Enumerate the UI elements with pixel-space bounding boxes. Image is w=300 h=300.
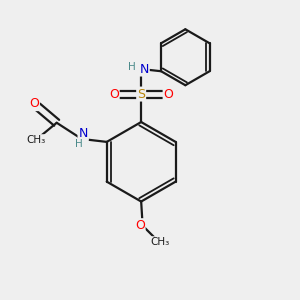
- Text: H: H: [128, 62, 136, 72]
- Text: N: N: [79, 127, 88, 140]
- Text: O: O: [29, 97, 39, 110]
- Text: CH₃: CH₃: [151, 237, 170, 247]
- Text: O: O: [109, 88, 119, 100]
- Text: O: O: [135, 219, 145, 232]
- Text: S: S: [137, 88, 145, 100]
- Text: CH₃: CH₃: [26, 135, 46, 145]
- Text: H: H: [75, 139, 82, 149]
- Text: N: N: [140, 62, 149, 76]
- Text: O: O: [164, 88, 173, 100]
